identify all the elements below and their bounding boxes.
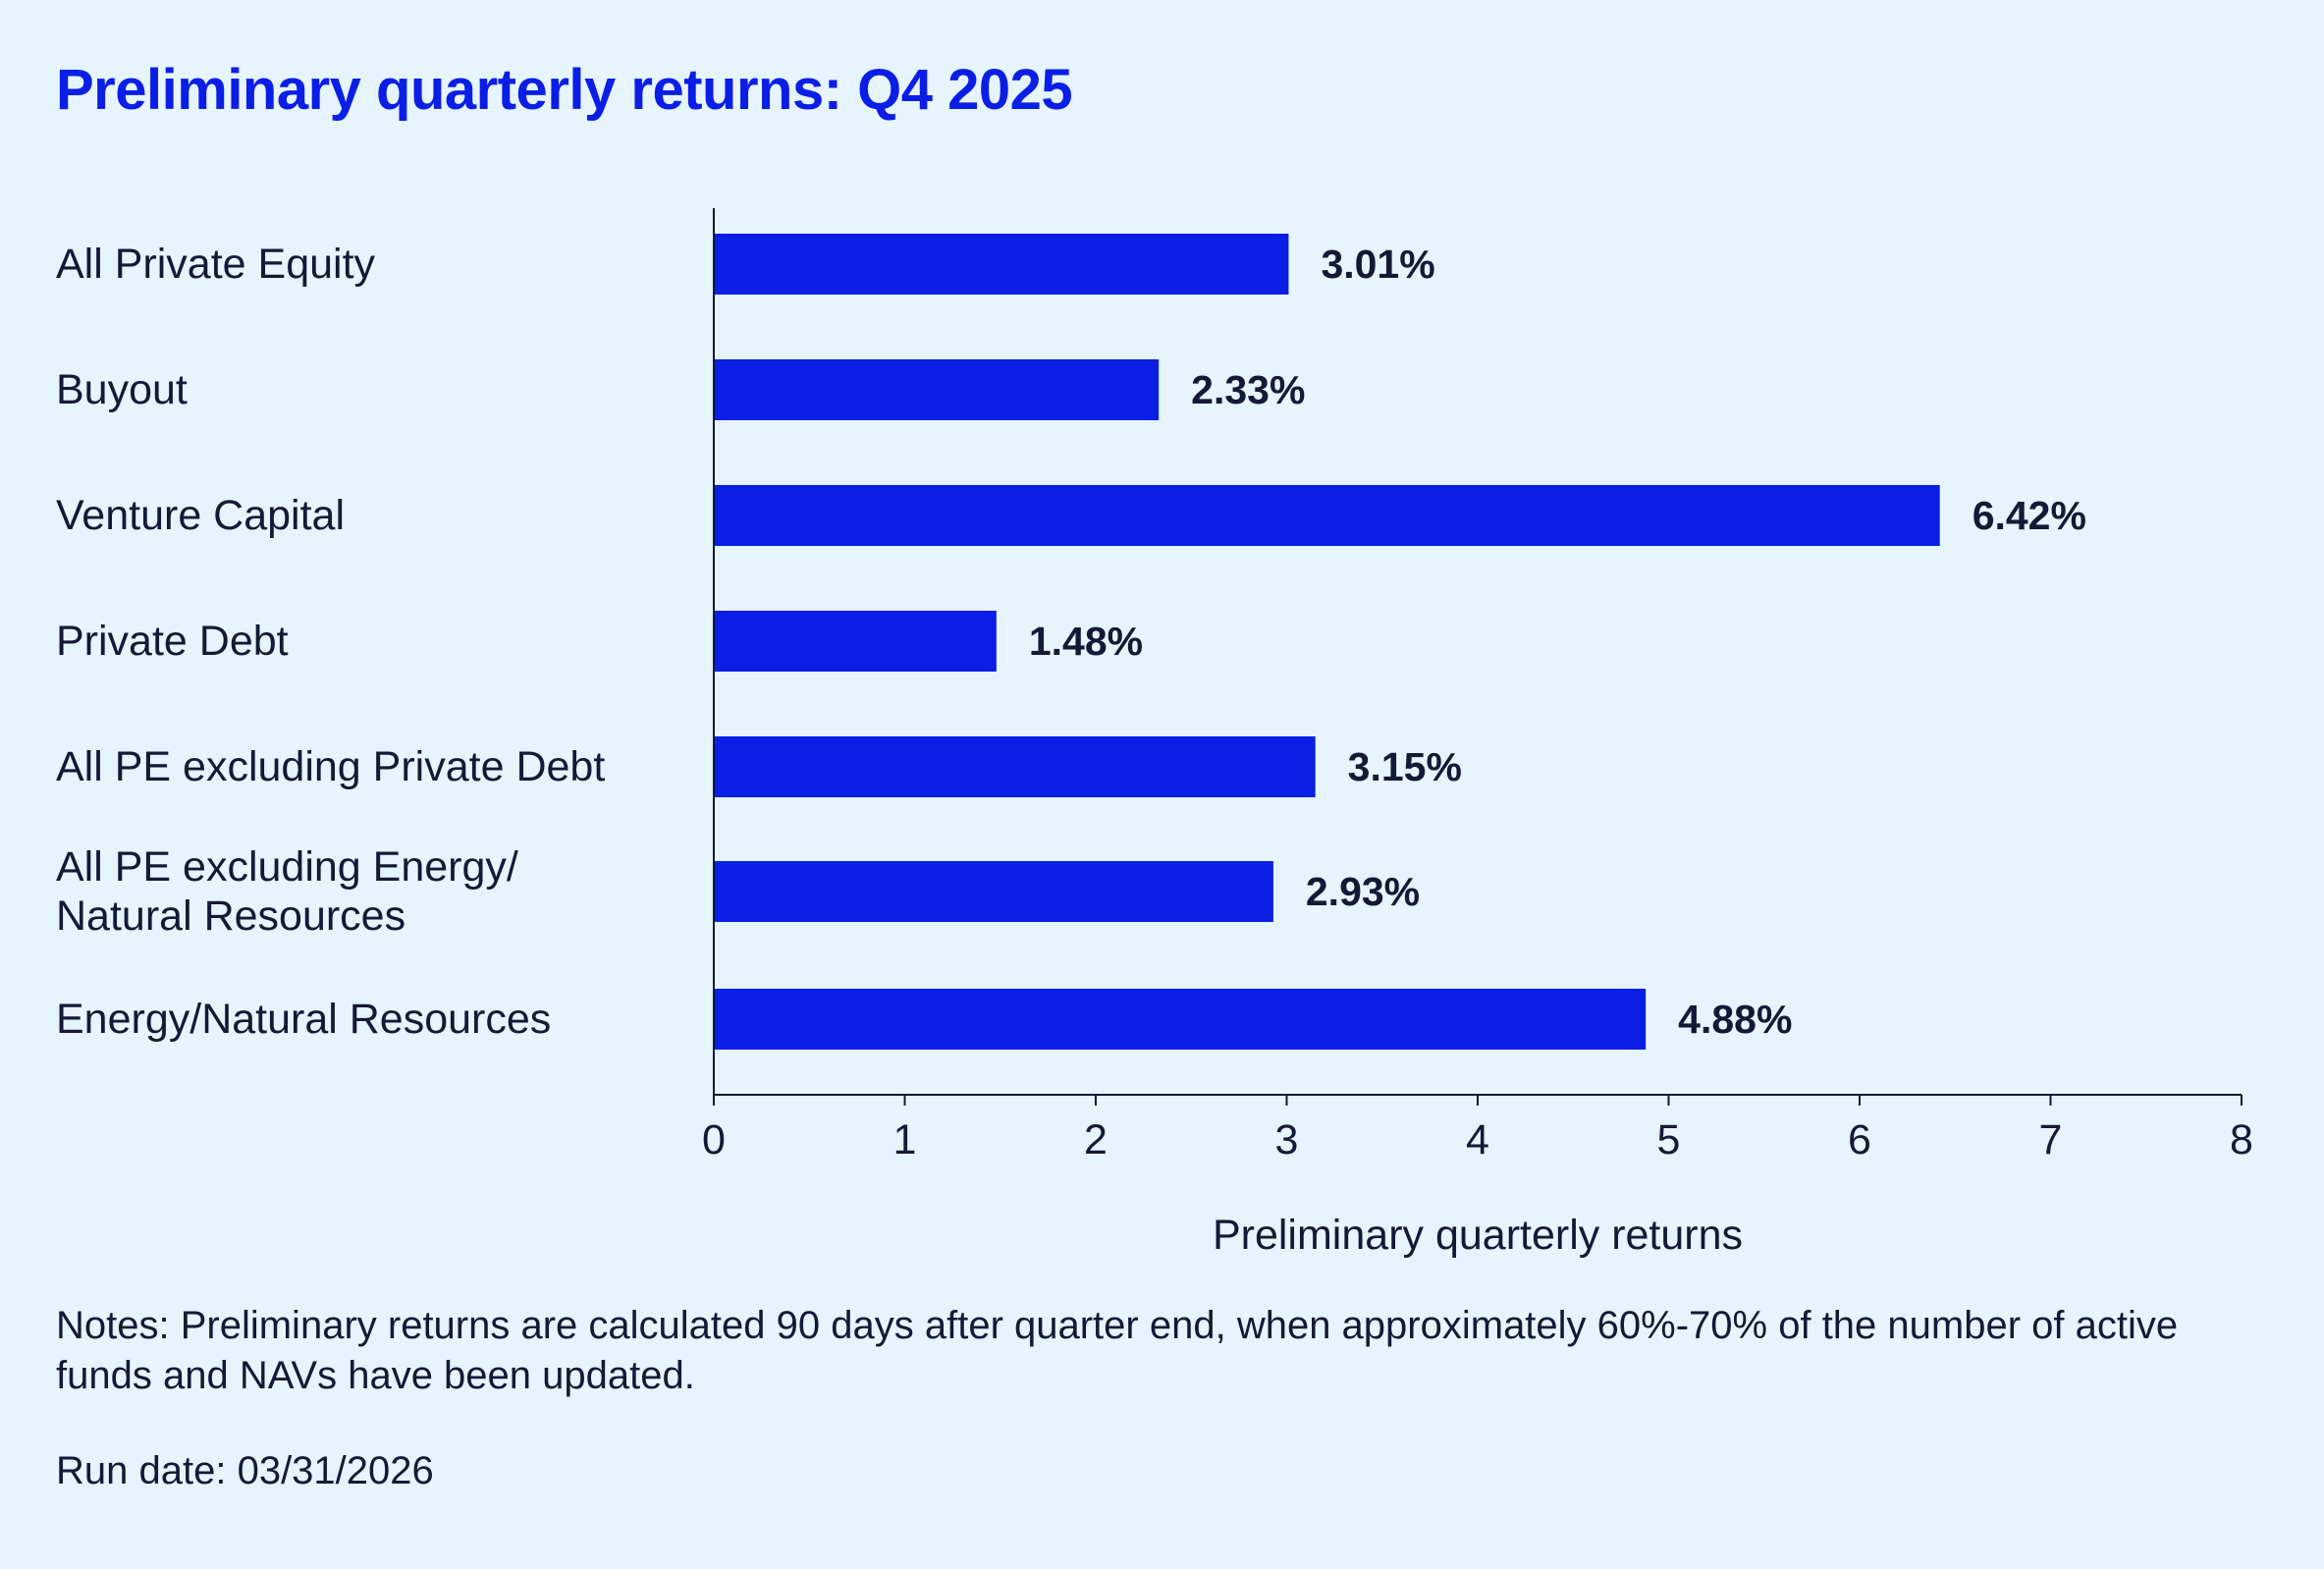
category-label: All PE excluding Private Debt [56, 743, 605, 790]
category-label: Buyout [56, 366, 188, 413]
chart-title: Preliminary quarterly returns: Q4 2025 [56, 58, 1073, 122]
data-label: 2.33% [1191, 367, 1305, 412]
x-tick-label: 2 [1084, 1116, 1108, 1163]
data-label: 2.93% [1306, 869, 1420, 914]
x-tick-label: 1 [893, 1116, 917, 1163]
value-labels: 3.01% 2.33% 6.42% 1.48% 3.15% 2.93% 4.88% [1029, 242, 2086, 1042]
category-label: Energy/Natural Resources [56, 996, 551, 1043]
x-tick-label: 4 [1466, 1116, 1489, 1163]
data-label: 4.88% [1678, 997, 1792, 1042]
bar [714, 234, 1289, 295]
x-tick-label: 6 [1848, 1116, 1871, 1163]
x-tick-label: 0 [702, 1116, 726, 1163]
bar [714, 736, 1316, 797]
x-tick-label: 3 [1275, 1116, 1299, 1163]
category-label: Private Debt [56, 618, 289, 665]
bars [714, 234, 1940, 1050]
x-tick-label: 7 [2039, 1116, 2063, 1163]
bar [714, 611, 997, 672]
bar [714, 861, 1273, 922]
bar [714, 485, 1940, 546]
bar [714, 989, 1647, 1050]
x-tick-label: 5 [1657, 1116, 1681, 1163]
data-label: 3.15% [1348, 744, 1462, 789]
x-ticks: 0 1 2 3 4 5 6 7 8 [702, 1095, 2253, 1163]
category-label: All PE excluding Energy/Natural Resource… [56, 843, 518, 940]
data-label: 1.48% [1029, 619, 1143, 664]
x-tick-label: 8 [2230, 1116, 2253, 1163]
category-label: Venture Capital [56, 492, 345, 539]
x-axis-label: Preliminary quarterly returns [1213, 1212, 1743, 1259]
data-label: 6.42% [1973, 493, 2086, 538]
notes-text: Notes: Preliminary returns are calculate… [56, 1304, 2179, 1397]
bar-chart: All Private Equity Buyout Venture Capital P… [56, 208, 2253, 1259]
data-label: 3.01% [1321, 242, 1434, 287]
run-date: Run date: 03/31/2026 [56, 1449, 434, 1492]
bar [714, 359, 1160, 420]
category-label: All Private Equity [56, 241, 376, 288]
category-labels: All Private Equity Buyout Venture Capital P… [56, 241, 605, 1043]
